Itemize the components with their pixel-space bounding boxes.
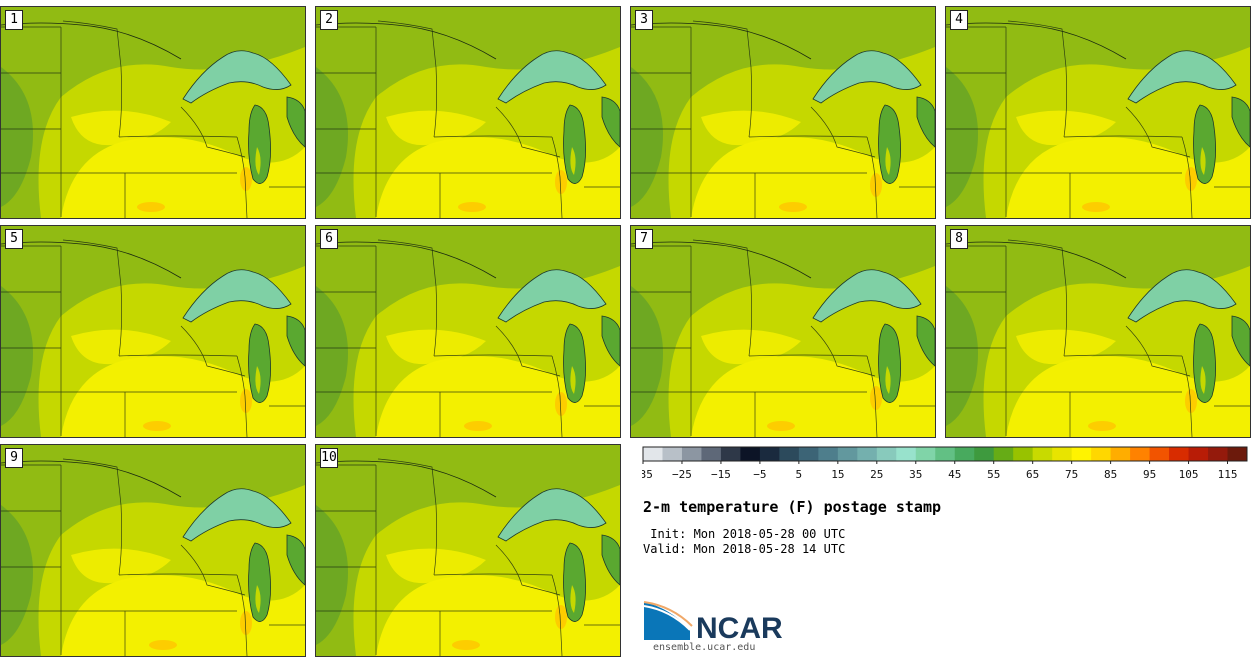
colorbar-tick-label: 55 [987,468,1000,481]
colorbar-swatch [915,447,936,461]
colorbar-swatch [935,447,956,461]
member-number: 6 [320,229,338,249]
colorbar-tick-label: −35 [642,468,653,481]
member-number: 10 [320,448,338,468]
colorbar-tick-label: 105 [1179,468,1199,481]
member-number: 1 [5,10,23,30]
colorbar-swatch [896,447,917,461]
colorbar-swatch [1071,447,1092,461]
init-time: Init: Mon 2018-05-28 00 UTC [643,527,846,541]
member-number: 3 [635,10,653,30]
colorbar-swatch [662,447,683,461]
colorbar-swatch [681,447,702,461]
colorbar-tick-label: 45 [948,468,961,481]
logo-wordmark: NCAR [696,612,783,642]
colorbar-swatch [798,447,819,461]
colorbar-swatch [759,447,780,461]
colorbar-tick-label: 35 [909,468,922,481]
member-panel: 7 [630,225,936,438]
colorbar-swatch [1227,447,1248,461]
colorbar-tick-label: −5 [753,468,766,481]
colorbar-tick-label: −15 [711,468,731,481]
valid-time: Valid: Mon 2018-05-28 14 UTC [643,542,846,556]
member-number: 2 [320,10,338,30]
colorbar-swatch [837,447,858,461]
member-number: 4 [950,10,968,30]
colorbar-tick-label: 95 [1143,468,1156,481]
colorbar-swatch [1169,447,1190,461]
colorbar-swatch [993,447,1014,461]
member-panel: 10 [315,444,621,657]
colorbar-swatch [857,447,878,461]
colorbar-swatch [1130,447,1151,461]
colorbar-tick-label: 85 [1104,468,1117,481]
colorbar-tick-label: 75 [1065,468,1078,481]
colorbar-swatch [720,447,741,461]
colorbar-swatch [1032,447,1053,461]
member-number: 8 [950,229,968,249]
member-number: 7 [635,229,653,249]
member-panel: 1 [0,6,306,219]
colorbar-swatch [779,447,800,461]
colorbar-tick-label: 65 [1026,468,1039,481]
colorbar-tick-label: 5 [796,468,803,481]
colorbar-swatch [876,447,897,461]
member-number: 5 [5,229,23,249]
member-panel: 3 [630,6,936,219]
colorbar-tick-label: −25 [672,468,692,481]
colorbar-swatch [643,447,663,461]
colorbar-swatch [1091,447,1112,461]
member-panel: 5 [0,225,306,438]
colorbar-swatch [1208,447,1229,461]
colorbar-swatch [1149,447,1170,461]
colorbar-swatch [740,447,761,461]
colorbar-tick-label: 115 [1218,468,1238,481]
colorbar-swatch [974,447,995,461]
colorbar-swatch [1188,447,1209,461]
colorbar-swatch [818,447,839,461]
colorbar-swatch [1013,447,1034,461]
member-panel: 2 [315,6,621,219]
colorbar-swatch [1052,447,1073,461]
colorbar-swatch [954,447,975,461]
colorbar: −35 −25 −15 −5 5 15 25 35 45 55 65 75 85 95 105 115 [642,446,1248,481]
member-panel: 4 [945,6,1251,219]
member-panel: 8 [945,225,1251,438]
member-panel: 6 [315,225,621,438]
colorbar-swatch [1110,447,1131,461]
colorbar-border [642,446,1248,462]
colorbar-tick-label: 15 [831,468,844,481]
plot-title: 2-m temperature (F) postage stamp [643,498,942,516]
site-url: ensemble.ucar.edu [653,642,756,653]
member-number: 9 [5,448,23,468]
member-panel: 9 [0,444,306,657]
colorbar-tick-label: 25 [870,468,883,481]
ncar-logo: NCAR [643,601,783,642]
colorbar-swatch [701,447,722,461]
